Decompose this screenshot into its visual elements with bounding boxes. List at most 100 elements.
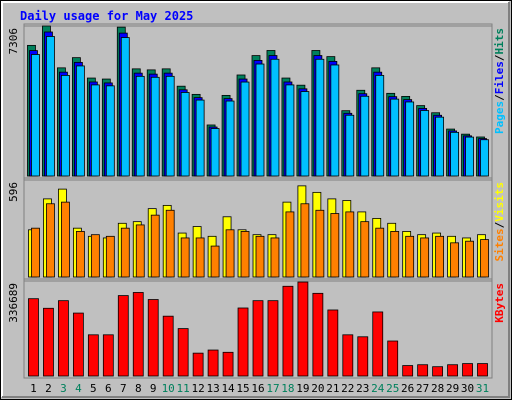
bar [150,76,160,177]
bar [282,285,294,377]
x-tick-label: 3 [60,382,67,395]
x-tick-label: 30 [461,382,474,395]
x-tick-label: 7 [120,382,127,395]
bar [300,203,310,278]
bar [192,352,204,377]
bar [390,231,400,278]
legend: Pages/Files/Hits [493,28,506,134]
x-tick-label: 24 [371,382,385,395]
bar [237,307,249,377]
bar [420,110,430,177]
bar [132,292,144,377]
x-tick-label: 12 [192,382,205,395]
bar [297,281,309,377]
legend-entry: Visits [493,182,506,222]
bar [46,36,55,177]
bar [360,95,370,177]
bar [435,235,445,278]
bar [225,100,235,177]
bar [240,81,250,177]
bar [270,58,280,177]
bar [285,211,295,278]
legend-entry: Files [493,61,506,94]
bar [375,227,385,278]
x-tick-label: 16 [251,382,264,395]
bar [31,227,40,278]
bar [255,235,265,278]
x-tick-label: 18 [281,382,294,395]
bar [270,237,280,278]
bar [465,136,474,177]
bar [372,311,384,377]
bar [31,54,40,177]
legend-entry: Pages [493,101,506,134]
bar [327,309,339,377]
bar [375,75,385,177]
x-tick-label: 17 [266,382,279,395]
x-tick-label: 4 [75,382,82,395]
x-tick-label: 1 [30,382,37,395]
bar [390,98,400,177]
bar [120,227,130,278]
x-tick-label: 29 [446,382,459,395]
legend: KBytes [493,283,506,323]
bar [180,92,190,177]
x-tick-label: 25 [386,382,399,395]
bar [417,364,429,377]
bar [195,99,205,177]
legend-separator: / [493,54,506,61]
bar [120,37,130,177]
x-tick-label: 23 [356,382,369,395]
bar [330,64,340,177]
bar [315,209,325,278]
x-tick-label: 19 [296,382,309,395]
y-tick-label: 7306 [7,28,20,55]
bar [450,242,459,278]
x-tick-label: 6 [105,382,112,395]
legend-entry: Hits [493,28,506,55]
bar [150,214,160,278]
bar [61,201,70,278]
x-tick-label: 20 [311,382,324,395]
bar [90,84,100,177]
bar [28,298,39,377]
bar [477,363,488,377]
bar [465,240,474,278]
bar [87,334,99,377]
bar [285,84,295,177]
x-tick-label: 27 [416,382,429,395]
bar [480,139,489,177]
x-tick-label: 8 [135,382,142,395]
x-tick-label: 15 [236,382,249,395]
bar [387,340,399,377]
bar [300,91,310,177]
bar [267,300,279,377]
bar [75,65,85,177]
x-tick-label: 28 [431,382,444,395]
bar [240,231,250,278]
x-tick-label: 31 [476,382,489,395]
bar [210,245,220,278]
bar [225,229,235,278]
bar [462,363,473,377]
bar [210,128,220,177]
x-tick-label: 11 [177,382,190,395]
legend: Sites/Visits [493,182,506,262]
x-tick-label: 5 [90,382,97,395]
bar [102,334,114,377]
bar [345,211,355,278]
bar [135,75,145,177]
bar [90,234,100,278]
bar [72,312,84,377]
legend-separator: / [493,221,506,228]
bar [315,58,325,177]
bar [58,300,69,377]
bar [75,231,85,278]
legend-entry: Sites [493,228,506,261]
bar [420,237,430,278]
bar [105,235,115,278]
bar [435,116,445,177]
bar [405,235,415,278]
